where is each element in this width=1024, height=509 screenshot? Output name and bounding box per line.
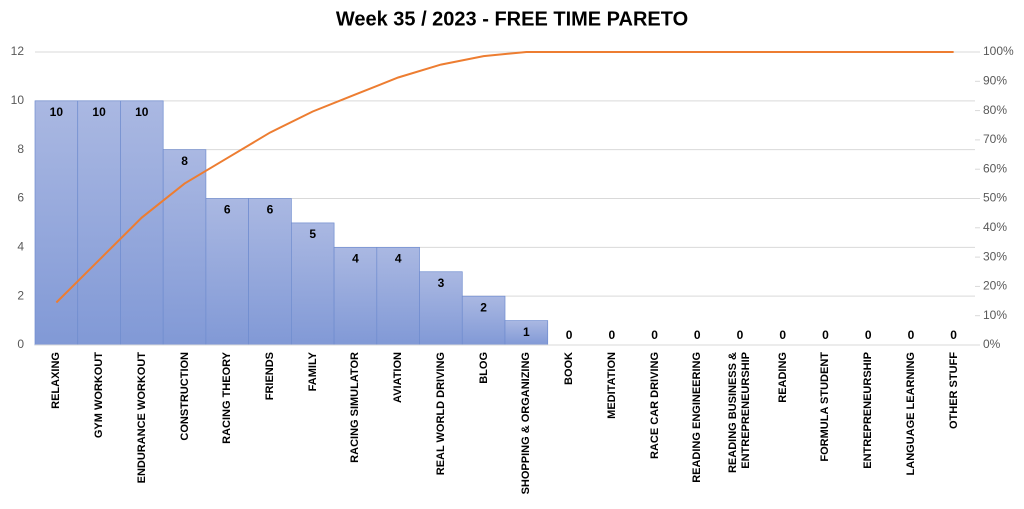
x-tick-label: FORMULA STUDENT — [818, 352, 831, 462]
y-tick-label: 12 — [11, 44, 25, 58]
x-tick-label: RELAXING — [49, 352, 62, 409]
data-label: 0 — [908, 328, 915, 342]
data-label: 0 — [608, 328, 615, 342]
data-label: 0 — [779, 328, 786, 342]
y2-tick-label: 90% — [983, 73, 1007, 87]
x-tick-label: AVIATION — [391, 352, 404, 403]
x-tick-label: LANGUAGE LEARNING — [904, 352, 917, 476]
bar — [461, 295, 506, 346]
data-label: 4 — [395, 252, 402, 266]
x-tick-label: FRIENDS — [263, 352, 276, 401]
x-tick-label: RACE CAR DRIVING — [648, 352, 661, 459]
data-label: 10 — [50, 105, 64, 119]
data-label: 0 — [737, 328, 744, 342]
bar — [376, 246, 420, 346]
y-tick-label: 2 — [17, 288, 24, 302]
y2-tick-label: 10% — [983, 308, 1007, 322]
data-label: 0 — [865, 328, 872, 342]
data-label: 2 — [480, 300, 487, 314]
x-tick-label: MEDITATION — [605, 352, 618, 419]
x-tick-label: RACING THEORY — [220, 352, 233, 444]
bar — [419, 271, 463, 346]
data-label: 6 — [224, 203, 231, 217]
x-tick-label: ENDURANCE WORKOUT — [135, 352, 148, 484]
y2-tick-label: 50% — [983, 191, 1007, 205]
bar — [205, 198, 249, 346]
data-label: 0 — [566, 328, 573, 342]
x-tick-label: BOOK — [562, 352, 575, 385]
y-tick-label: 0 — [17, 337, 24, 351]
x-tick-label: READING ENGINEERING — [690, 352, 703, 483]
x-tick-label: READING BUSINESS & ENTREPRENEURSHIP — [727, 352, 752, 474]
x-tick-label: SHOPPING & ORGANIZING — [519, 352, 532, 495]
data-label: 0 — [950, 328, 957, 342]
data-label: 3 — [438, 276, 445, 290]
x-tick-label: OTHER STUFF — [947, 352, 960, 429]
data-label: 1 — [523, 325, 530, 339]
x-tick-label: GYM WORKOUT — [92, 352, 105, 439]
bar — [291, 222, 335, 346]
data-label: 0 — [694, 328, 701, 342]
data-label: 8 — [181, 154, 188, 168]
bar — [248, 198, 292, 346]
x-tick-label: CONSTRUCTION — [178, 352, 191, 441]
y2-tick-label: 80% — [983, 103, 1007, 117]
chart-title: Week 35 / 2023 - FREE TIME PARETO — [336, 8, 688, 30]
bar — [120, 100, 164, 346]
x-tick-label: FAMILY — [306, 352, 319, 392]
data-label: 10 — [135, 105, 149, 119]
y2-tick-label: 0% — [983, 337, 1001, 351]
data-label: 6 — [267, 203, 274, 217]
x-tick-label: RACING SIMULATOR — [348, 352, 361, 463]
y2-tick-label: 60% — [983, 161, 1007, 175]
data-label: 10 — [92, 105, 106, 119]
y-tick-label: 4 — [17, 240, 24, 254]
y2-tick-label: 100% — [983, 44, 1014, 58]
bar — [504, 320, 549, 346]
y2-tick-label: 20% — [983, 279, 1007, 293]
y-tick-label: 10 — [11, 93, 25, 107]
data-label: 0 — [822, 328, 829, 342]
data-label: 5 — [309, 227, 316, 241]
x-tick-label: BLOG — [477, 352, 490, 384]
data-label: 4 — [352, 252, 359, 266]
bar — [77, 100, 121, 346]
bar — [162, 149, 207, 346]
x-tick-label: READING — [776, 352, 789, 403]
data-label: 0 — [651, 328, 658, 342]
x-tick-label: REAL WORLD DRIVING — [434, 352, 447, 476]
y2-tick-label: 40% — [983, 220, 1007, 234]
cumulative-line — [55, 51, 954, 304]
x-tick-label: ENTREPRENEURSHIP — [861, 352, 874, 469]
bar — [333, 246, 378, 346]
bar — [34, 100, 79, 346]
y-tick-label: 8 — [17, 142, 24, 156]
y2-tick-label: 30% — [983, 249, 1007, 263]
y-tick-label: 6 — [17, 191, 24, 205]
y2-tick-label: 70% — [983, 132, 1007, 146]
